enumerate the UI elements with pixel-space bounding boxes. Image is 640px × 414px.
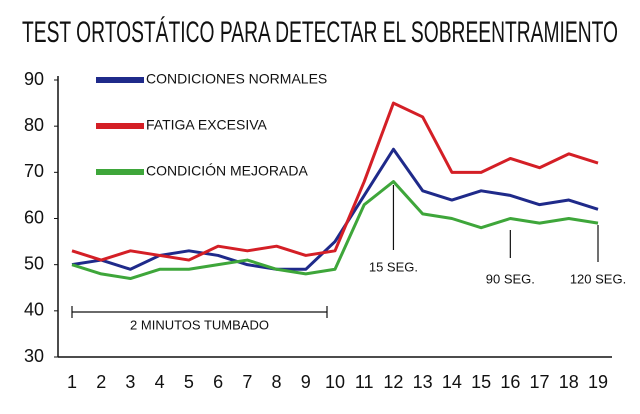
- x-tick-label: 11: [355, 372, 374, 392]
- y-tick-label: 60: [24, 207, 44, 227]
- x-tick-label: 17: [530, 372, 550, 392]
- x-tick-label: 14: [442, 372, 462, 392]
- x-tick-label: 7: [242, 372, 252, 392]
- x-tick-label: 1: [67, 372, 77, 392]
- x-tick-label: 16: [500, 372, 520, 392]
- legend-label: FATIGA EXCESIVA: [146, 117, 268, 133]
- x-tick-label: 2: [96, 372, 106, 392]
- x-tick-label: 6: [213, 372, 223, 392]
- x-tick-label: 15: [471, 372, 491, 392]
- x-tick-label: 13: [413, 372, 433, 392]
- x-tick-label: 19: [588, 372, 608, 392]
- legend-label: CONDICIONES NORMALES: [146, 71, 327, 87]
- y-tick-label: 90: [24, 69, 44, 89]
- annotation: 15 SEG.: [369, 259, 418, 274]
- annotation: 2 MINUTOS TUMBADO: [130, 317, 269, 332]
- y-tick-label: 50: [24, 253, 44, 273]
- series-line: [71, 101, 599, 262]
- y-tick-label: 30: [24, 346, 44, 366]
- y-tick-label: 40: [24, 300, 44, 320]
- y-tick-label: 70: [24, 161, 44, 181]
- x-tick-label: 4: [155, 372, 165, 392]
- y-tick-label: 80: [24, 115, 44, 135]
- x-tick-label: 18: [559, 372, 579, 392]
- x-tick-label: 5: [184, 372, 194, 392]
- annotation: 90 SEG.: [486, 271, 535, 286]
- x-tick-label: 12: [383, 372, 403, 392]
- legend-label: CONDICIÓN MEJORADA: [146, 163, 308, 179]
- annotation: 120 SEG.: [570, 271, 626, 286]
- x-tick-label: 8: [272, 372, 282, 392]
- series-line: [71, 180, 599, 281]
- x-tick-label: 3: [125, 372, 135, 392]
- x-tick-label: 10: [325, 372, 345, 392]
- chart-title: TEST ORTOSTÁTICO PARA DETECTAR EL SOBREE…: [22, 16, 618, 49]
- x-tick-label: 9: [301, 372, 311, 392]
